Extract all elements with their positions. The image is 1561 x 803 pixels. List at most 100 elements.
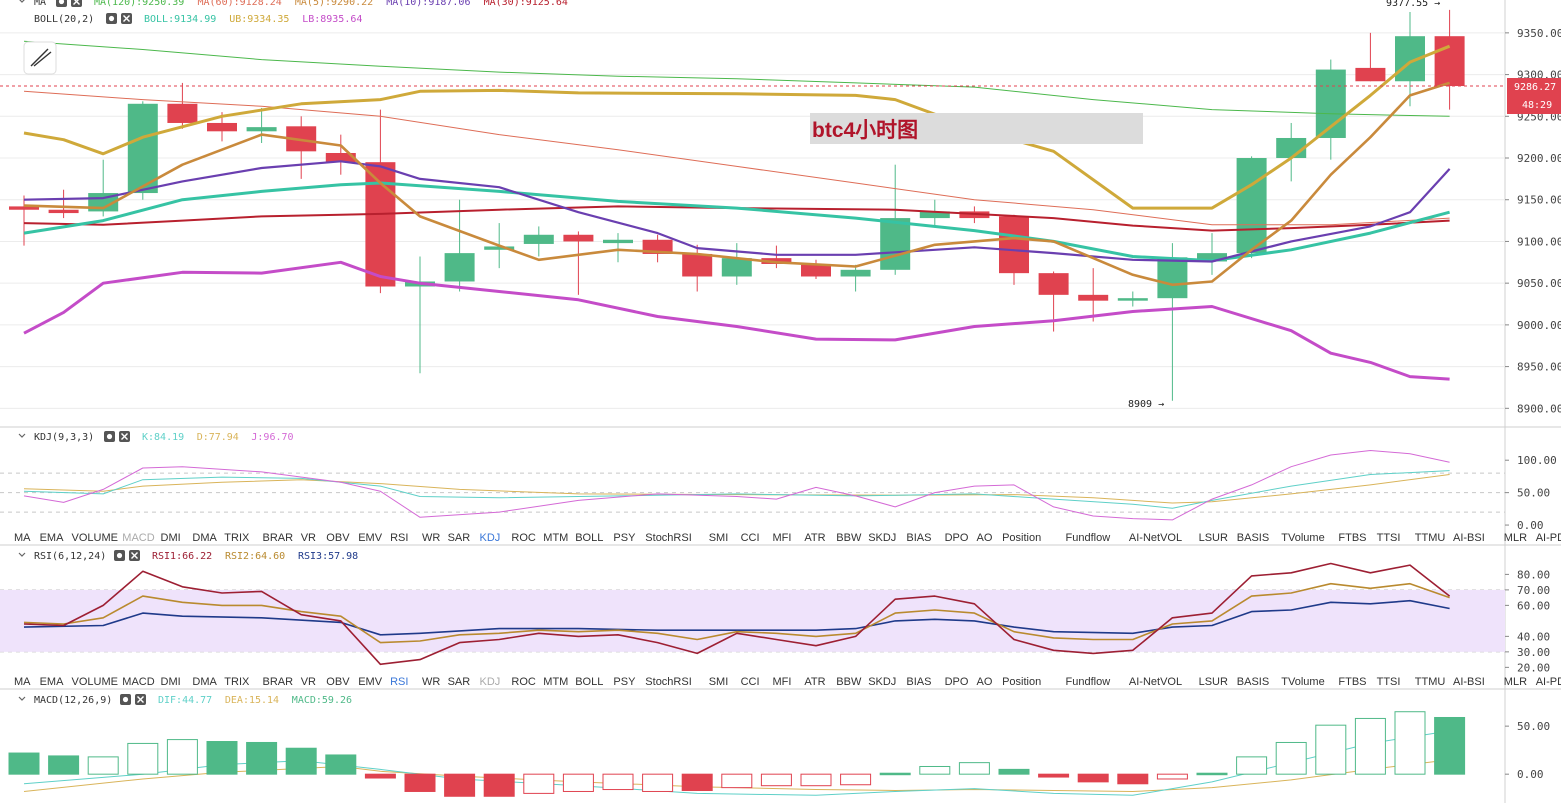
indicator-tab-vr[interactable]: VR: [301, 676, 316, 688]
indicator-tab-lsur[interactable]: LSUR: [1199, 676, 1228, 688]
indicator-tab-fundflow[interactable]: Fundflow: [1066, 532, 1111, 544]
indicator-tab-macd[interactable]: MACD: [122, 676, 154, 688]
indicator-tab-ttmu[interactable]: TTMU: [1415, 676, 1446, 688]
indicator-tab-bias[interactable]: BIAS: [906, 532, 931, 544]
indicator-tab-dmi[interactable]: DMI: [161, 676, 181, 688]
indicator-tab-rsi[interactable]: RSI: [390, 532, 408, 544]
candle[interactable]: [167, 82, 198, 129]
indicator-tab-dpo[interactable]: DPO: [945, 532, 969, 544]
indicator-tab-atr[interactable]: ATR: [804, 676, 825, 688]
collapse-chevron-icon[interactable]: [19, 0, 25, 3]
indicator-tab-sar[interactable]: SAR: [448, 532, 471, 544]
candle[interactable]: [246, 107, 277, 143]
settings-gear-icon[interactable]: [56, 0, 67, 7]
indicator-tab-wr[interactable]: WR: [422, 532, 440, 544]
indicator-tab-mfi[interactable]: MFI: [773, 532, 792, 544]
close-indicator-icon[interactable]: [135, 694, 146, 705]
candle[interactable]: [1117, 291, 1148, 307]
candle[interactable]: [1434, 9, 1465, 110]
candle[interactable]: [48, 189, 79, 219]
indicator-tab-dpo[interactable]: DPO: [945, 676, 969, 688]
indicator-tab-volume[interactable]: VOLUME: [72, 676, 118, 688]
indicator-tab-emv[interactable]: EMV: [358, 676, 383, 688]
indicator-tab-obv[interactable]: OBV: [326, 676, 350, 688]
close-indicator-icon[interactable]: [129, 550, 140, 561]
indicator-tab-skdj[interactable]: SKDJ: [868, 532, 896, 544]
indicator-tab-basis[interactable]: BASIS: [1237, 676, 1269, 688]
indicator-tab-brar[interactable]: BRAR: [263, 676, 294, 688]
indicator-tab-ao[interactable]: AO: [977, 676, 993, 688]
indicator-tab-stochrsi[interactable]: StochRSI: [645, 676, 691, 688]
indicator-tab-psy[interactable]: PSY: [613, 532, 636, 544]
indicator-tab-mlr[interactable]: MLR: [1504, 532, 1527, 544]
indicator-tab-volume[interactable]: VOLUME: [72, 532, 118, 544]
indicator-tab-tvolume[interactable]: TVolume: [1281, 532, 1324, 544]
indicator-tab-emv[interactable]: EMV: [358, 532, 383, 544]
indicator-tab-ai-pd[interactable]: AI-PD: [1536, 532, 1561, 544]
indicator-tab-dmi[interactable]: DMI: [161, 532, 181, 544]
settings-gear-icon[interactable]: [104, 431, 115, 442]
collapse-chevron-icon[interactable]: [18, 696, 26, 701]
collapse-chevron-icon[interactable]: [18, 433, 26, 438]
settings-gear-icon[interactable]: [120, 694, 131, 705]
close-indicator-icon[interactable]: [121, 13, 132, 24]
indicator-tab-sar[interactable]: SAR: [448, 676, 471, 688]
indicator-tab-dma[interactable]: DMA: [192, 676, 217, 688]
indicator-tab-ai-bsi[interactable]: AI-BSI: [1453, 532, 1485, 544]
indicator-tab-ttmu[interactable]: TTMU: [1415, 532, 1446, 544]
indicator-tab-psy[interactable]: PSY: [613, 676, 636, 688]
candle[interactable]: [127, 101, 158, 200]
candle[interactable]: [1236, 156, 1267, 259]
indicator-tab-macd[interactable]: MACD: [122, 532, 154, 544]
indicator-tab-fundflow[interactable]: Fundflow: [1066, 676, 1111, 688]
indicator-tab-ai-netvol[interactable]: AI-NetVOL: [1129, 532, 1182, 544]
indicator-tab-ttsi[interactable]: TTSI: [1377, 676, 1401, 688]
collapse-chevron-icon[interactable]: [18, 552, 26, 557]
indicator-tab-brar[interactable]: BRAR: [263, 532, 294, 544]
indicator-tab-ema[interactable]: EMA: [40, 532, 65, 544]
indicator-tab-bbw[interactable]: BBW: [836, 676, 862, 688]
candle[interactable]: [603, 233, 633, 263]
candle[interactable]: [325, 134, 356, 175]
indicator-tab-ao[interactable]: AO: [977, 532, 993, 544]
indicator-tab-kdj[interactable]: KDJ: [480, 676, 501, 688]
indicator-tab-basis[interactable]: BASIS: [1237, 532, 1269, 544]
close-indicator-icon[interactable]: [71, 0, 82, 7]
indicator-tab-lsur[interactable]: LSUR: [1199, 532, 1228, 544]
candle[interactable]: [801, 259, 831, 279]
close-indicator-icon[interactable]: [119, 431, 130, 442]
candle[interactable]: [999, 214, 1029, 285]
indicator-tab-position[interactable]: Position: [1002, 676, 1041, 688]
indicator-tab-ma[interactable]: MA: [14, 532, 31, 544]
indicator-tab-cci[interactable]: CCI: [741, 532, 760, 544]
indicator-tab-ai-pd[interactable]: AI-PD: [1536, 676, 1561, 688]
candle[interactable]: [840, 264, 871, 292]
indicator-tab-bias[interactable]: BIAS: [906, 676, 931, 688]
indicator-tab-smi[interactable]: SMI: [709, 676, 729, 688]
indicator-tab-obv[interactable]: OBV: [326, 532, 350, 544]
indicator-tab-roc[interactable]: ROC: [511, 676, 536, 688]
indicator-tab-stochrsi[interactable]: StochRSI: [645, 532, 691, 544]
candle[interactable]: [721, 243, 752, 285]
indicator-tab-vr[interactable]: VR: [301, 532, 316, 544]
indicator-tab-ma[interactable]: MA: [14, 676, 31, 688]
indicator-tab-roc[interactable]: ROC: [511, 532, 536, 544]
indicator-tab-ftbs[interactable]: FTBS: [1338, 676, 1366, 688]
indicator-tab-kdj[interactable]: KDJ: [480, 532, 501, 544]
indicator-tab-cci[interactable]: CCI: [741, 676, 760, 688]
candle[interactable]: [880, 164, 911, 275]
indicator-tab-mfi[interactable]: MFI: [773, 676, 792, 688]
indicator-tab-position[interactable]: Position: [1002, 532, 1041, 544]
candle[interactable]: [563, 231, 594, 295]
indicator-tab-ema[interactable]: EMA: [40, 676, 65, 688]
indicator-tab-wr[interactable]: WR: [422, 676, 440, 688]
indicator-tab-ai-bsi[interactable]: AI-BSI: [1453, 676, 1485, 688]
candle[interactable]: [919, 199, 950, 227]
indicator-tab-bars[interactable]: MA EMA VOLUME MACD DMI DMA TRIX BRAR VR OBV EMV RSI…: [14, 532, 1561, 688]
indicator-tab-trix[interactable]: TRIX: [224, 532, 250, 544]
indicator-tab-boll[interactable]: BOLL: [575, 676, 603, 688]
settings-gear-icon[interactable]: [114, 550, 125, 561]
indicator-tab-tvolume[interactable]: TVolume: [1281, 676, 1324, 688]
indicator-tab-atr[interactable]: ATR: [804, 532, 825, 544]
